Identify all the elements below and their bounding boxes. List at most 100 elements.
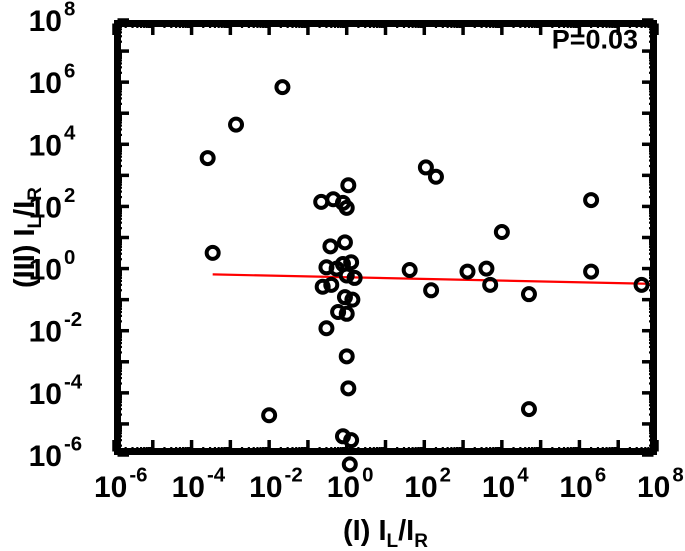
axis-title-slash: /I — [398, 515, 414, 547]
y-tick-label: 10 0 — [29, 247, 76, 287]
tick-label-exponent: -2 — [64, 309, 82, 331]
axis-title-sub-L: L — [387, 531, 399, 551]
data-point — [583, 192, 600, 209]
data-point — [338, 199, 355, 216]
tick-label-base: 10 — [29, 191, 62, 224]
data-point — [340, 177, 357, 194]
tick-label-base: 10 — [404, 471, 437, 504]
data-point — [427, 168, 444, 185]
data-point — [330, 304, 347, 321]
y-tick-label: 10 -6 — [29, 433, 83, 473]
data-point — [338, 305, 355, 322]
data-point — [314, 278, 331, 295]
tick-label-base: 10 — [29, 254, 62, 287]
data-point — [336, 234, 353, 251]
plot-frame — [114, 20, 657, 455]
tick-label-base: 10 — [249, 471, 282, 504]
tick-label-exponent: 8 — [672, 464, 683, 486]
tick-label-base: 10 — [172, 471, 205, 504]
tick-label-exponent: -2 — [285, 464, 303, 486]
tick-label-base: 10 — [29, 129, 62, 162]
data-point — [199, 150, 216, 167]
tick-label-exponent: -6 — [64, 433, 82, 455]
tick-label-exponent: 4 — [64, 123, 76, 145]
tick-label-exponent: 6 — [595, 464, 606, 486]
y-tick-label: 10 2 — [29, 185, 76, 225]
data-point — [336, 289, 353, 306]
x-tick-label: 10 2 — [404, 464, 451, 504]
tick-label-base: 10 — [327, 471, 360, 504]
axis-title-sub-R: R — [414, 531, 428, 551]
data-point — [493, 224, 510, 241]
tick-label-base: 10 — [94, 471, 127, 504]
data-point — [423, 282, 440, 299]
data-point — [478, 260, 495, 277]
data-point — [482, 276, 499, 293]
axis-title-slash: /I — [9, 201, 41, 217]
data-point — [583, 263, 600, 280]
tick-label-base: 10 — [559, 471, 592, 504]
tick-label-base: 10 — [482, 471, 515, 504]
tick-label-base: 10 — [29, 440, 62, 473]
x-axis-title: (I) IL/IR — [343, 515, 428, 551]
axis-title-prefix: (III) I — [9, 228, 41, 288]
axis-titles: (I) IL/IR(III) IL/IR — [9, 187, 428, 551]
data-point — [228, 116, 245, 133]
axis-title-sub-R: R — [25, 187, 46, 201]
data-point — [318, 320, 335, 337]
tick-label-exponent: -4 — [64, 371, 83, 393]
x-tick-label: 10 -4 — [172, 464, 226, 504]
y-tick-label: 10 6 — [29, 61, 76, 101]
tick-label-exponent: 8 — [64, 0, 75, 20]
regression-line — [212, 273, 658, 286]
p-value-annotation: P=0.03 — [552, 25, 638, 55]
data-point — [401, 261, 418, 278]
tick-label-base: 10 — [29, 67, 62, 100]
data-point — [323, 276, 340, 293]
y-axis-title: (III) IL/IR — [9, 187, 46, 288]
data-point — [338, 348, 355, 365]
data-point — [341, 456, 358, 473]
data-point — [204, 244, 221, 261]
axis-title-prefix: (I) I — [343, 515, 387, 547]
tick-label-base: 10 — [29, 5, 62, 38]
tick-label-exponent: 2 — [440, 464, 451, 486]
data-point — [343, 254, 360, 271]
data-points — [199, 79, 650, 473]
data-point — [520, 286, 537, 303]
data-point — [338, 267, 355, 284]
tick-label-exponent: 6 — [64, 61, 75, 83]
x-tick-labels: 10 -6 10 -4 10 -2 10 0 10 2 10 4 10 6 10 8 — [94, 464, 684, 504]
tick-label-exponent: 0 — [64, 247, 75, 269]
data-point — [344, 291, 361, 308]
data-point — [520, 401, 537, 418]
tick-label-base: 10 — [637, 471, 670, 504]
x-tick-label: 10 -2 — [249, 464, 303, 504]
tick-label-exponent: 4 — [517, 464, 529, 486]
tick-label-exponent: -6 — [129, 464, 147, 486]
y-tick-label: 10 -2 — [29, 309, 83, 349]
x-tick-label: 10 4 — [482, 464, 529, 504]
y-tick-label: 10 -4 — [29, 371, 83, 411]
regression-line — [212, 273, 658, 286]
annotations: P=0.03 — [552, 25, 638, 55]
tick-label-exponent: 2 — [64, 185, 75, 207]
data-point — [346, 269, 363, 286]
tick-label-exponent: -4 — [207, 464, 226, 486]
data-point — [261, 407, 278, 424]
y-tick-label: 10 4 — [29, 123, 76, 163]
y-tick-label: 10 8 — [29, 0, 76, 38]
data-point — [274, 79, 291, 96]
x-tick-label: 10 0 — [327, 464, 374, 504]
data-point — [459, 263, 476, 280]
data-point — [417, 159, 434, 176]
x-tick-label: 10 -6 — [94, 464, 148, 504]
tick-label-exponent: 0 — [362, 464, 373, 486]
axis-title-text: (III) IL/IR — [9, 187, 46, 288]
data-point — [340, 380, 357, 397]
data-point — [322, 238, 339, 255]
data-point — [334, 428, 351, 445]
